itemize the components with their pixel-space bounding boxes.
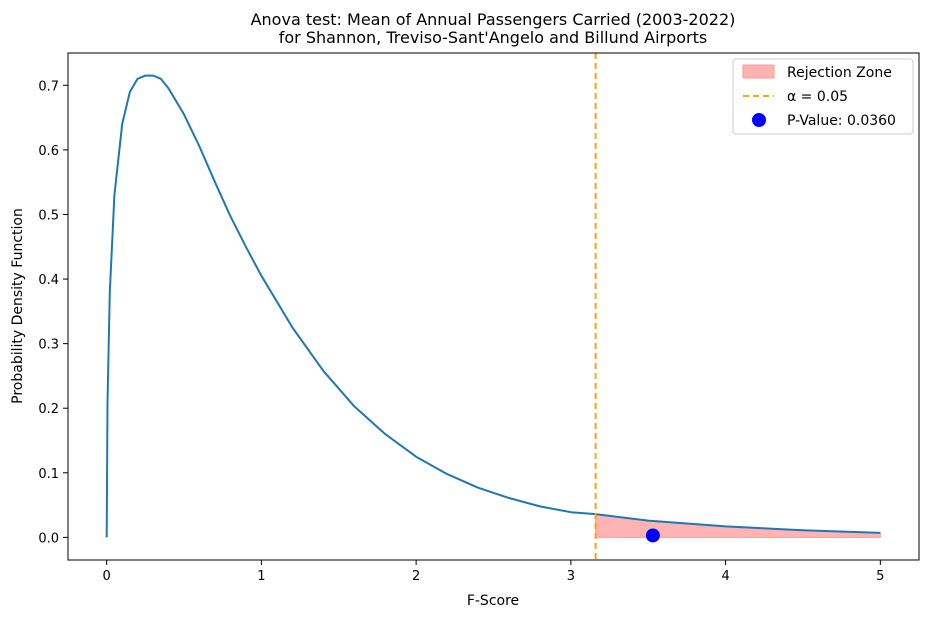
legend: Rejection Zone α = 0.05 P-Value: 0.0360 — [732, 58, 914, 135]
axes-frame — [67, 52, 920, 561]
chart-title-line-2: for Shannon, Treviso-Sant'Angelo and Bil… — [279, 28, 707, 47]
p-value-point — [645, 528, 660, 543]
density-curve-line — [105, 74, 881, 538]
x-tick-label: 3 — [567, 569, 575, 584]
x-tick-label: 1 — [257, 569, 265, 584]
y-tick-label: 0.0 — [38, 531, 59, 546]
y-tick-label: 0.7 — [38, 79, 59, 94]
y-tick-label: 0.2 — [38, 402, 59, 417]
chart-title-line-1: Anova test: Mean of Annual Passengers Ca… — [251, 10, 736, 29]
legend-swatch-rejection-zone — [742, 64, 775, 79]
y-tick-label: 0.5 — [38, 208, 59, 223]
x-tick-label: 4 — [721, 569, 729, 584]
legend-swatch-p-value-point — [752, 113, 766, 127]
x-axis-label: F-Score — [467, 593, 519, 609]
x-tick-label: 2 — [412, 569, 420, 584]
y-tick-label: 0.3 — [38, 338, 59, 353]
y-axis-label: Probability Density Function — [10, 208, 26, 404]
y-axis-ticks: 0.0 0.1 0.2 0.3 0.4 0.5 0.6 0.7 — [38, 79, 68, 546]
y-tick-label: 0.4 — [38, 273, 59, 288]
x-tick-label: 5 — [876, 569, 884, 584]
legend-label-alpha: α = 0.05 — [787, 89, 848, 105]
y-tick-label: 0.6 — [38, 144, 59, 159]
plot-area — [105, 53, 881, 560]
y-tick-label: 0.1 — [38, 467, 59, 482]
legend-label-p-value: P-Value: 0.0360 — [787, 113, 896, 129]
x-tick-label: 0 — [103, 569, 111, 584]
legend-label-rejection-zone: Rejection Zone — [787, 65, 892, 81]
x-axis-ticks: 0 1 2 3 4 5 — [103, 560, 884, 584]
rejection-zone-area — [595, 513, 881, 538]
legend-box — [732, 58, 914, 135]
